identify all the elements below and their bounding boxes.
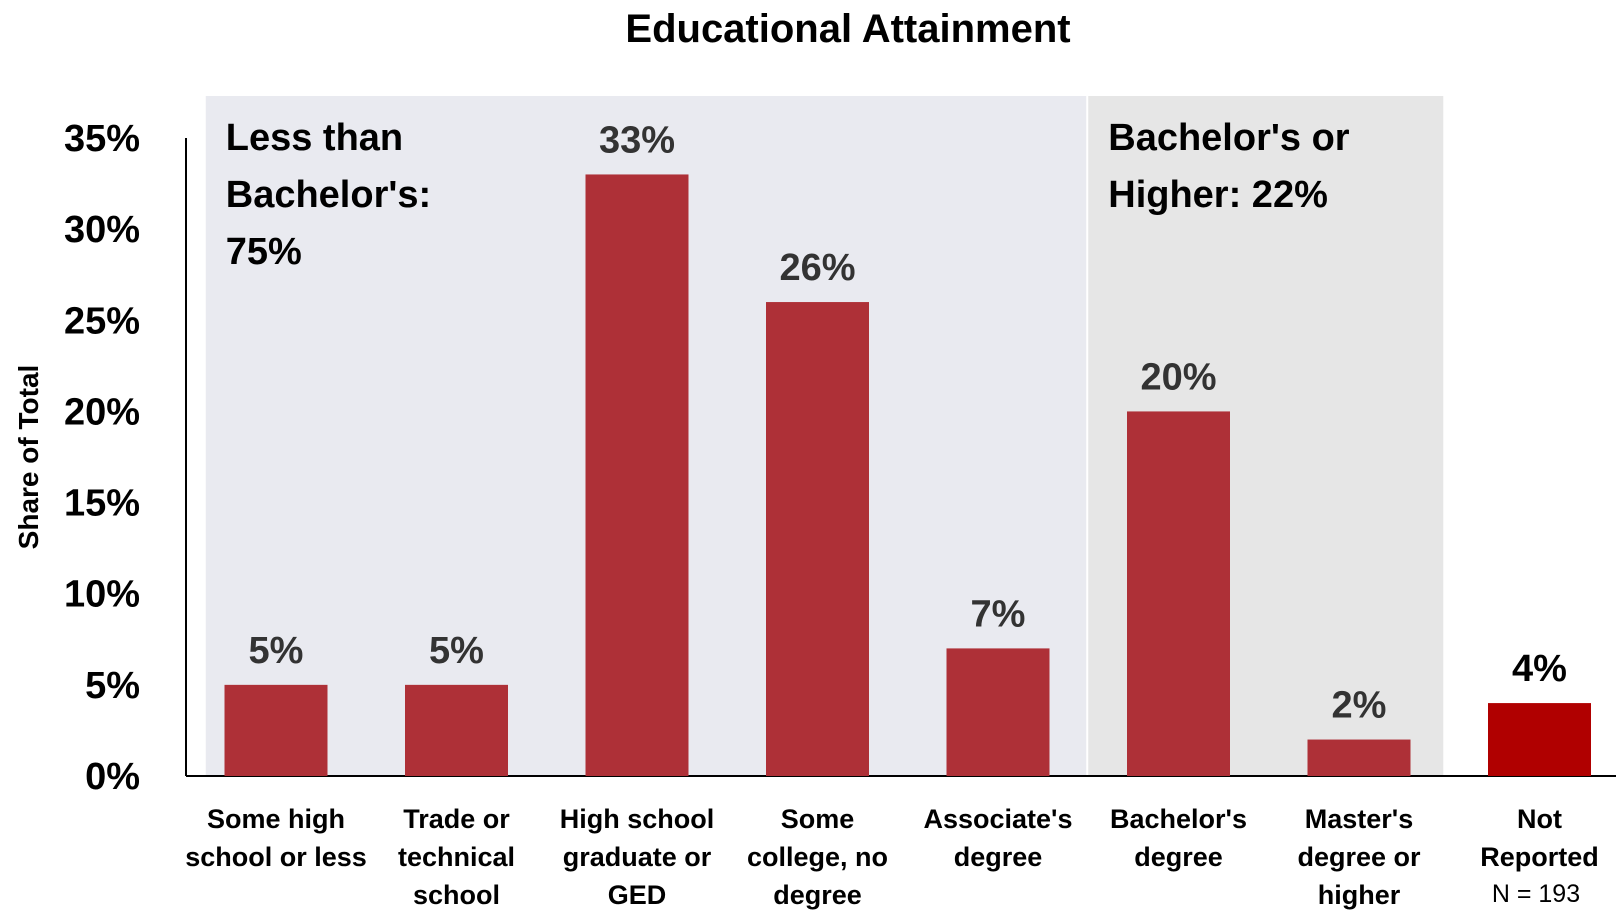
data-label: 20%: [1140, 356, 1216, 398]
x-category-label-line: Associate's: [923, 804, 1072, 834]
data-label: 2%: [1332, 685, 1387, 727]
x-category-label-line: Some high: [207, 804, 345, 834]
data-label: 5%: [429, 630, 484, 672]
x-category-label: Not Reported: [1480, 804, 1599, 872]
x-category-label-line: Reported: [1480, 842, 1599, 872]
group-label-line: Bachelor's:: [226, 174, 431, 216]
x-category-label: Some high school or less: [185, 804, 367, 872]
x-category-label-line: Master's: [1305, 804, 1413, 834]
y-axis-label: Share of Total: [13, 365, 44, 550]
x-axis-categories: Some high school or less Trade or technical…: [185, 804, 1599, 910]
bar: [1488, 703, 1591, 776]
data-label: 5%: [249, 630, 304, 672]
x-category-label-line: technical: [398, 842, 515, 872]
bars: [224, 174, 1591, 776]
x-category-label-line: High school: [560, 804, 715, 834]
bar: [766, 302, 869, 776]
y-tick-label: 0%: [85, 756, 140, 798]
y-tick-label: 35%: [64, 118, 140, 160]
y-tick-label: 20%: [64, 391, 140, 433]
x-category-label-line: degree: [1134, 842, 1223, 872]
group-label-line: Less than: [226, 117, 403, 159]
x-category-label-line: school or less: [185, 842, 367, 872]
chart-title: Educational Attainment: [625, 7, 1070, 51]
data-label: 33%: [599, 119, 675, 161]
data-labels: 5% 5% 33% 26% 7% 20% 2% 4%: [249, 119, 1567, 726]
data-label: 7%: [971, 593, 1026, 635]
group-label-line: Bachelor's or: [1108, 117, 1350, 159]
bar: [405, 684, 508, 776]
bar: [585, 174, 689, 776]
x-category-label-line: GED: [608, 880, 667, 910]
group-label-1: Less than Bachelor's: 75%: [226, 117, 431, 273]
data-label: 4%: [1512, 648, 1567, 690]
y-tick-label: 5%: [85, 665, 140, 707]
x-category-label-line: graduate or: [563, 842, 712, 872]
group-label-line: 75%: [226, 231, 302, 273]
y-tick-label: 25%: [64, 300, 140, 342]
x-category-label-line: degree: [954, 842, 1043, 872]
x-category-label: High school graduate or GED: [560, 804, 715, 910]
x-category-label-line: Trade or: [403, 804, 510, 834]
x-category-label-line: school: [413, 880, 500, 910]
y-tick-label: 30%: [64, 209, 140, 251]
bar: [1307, 739, 1411, 776]
x-category-label-line: degree or: [1297, 842, 1421, 872]
group-label-line: Higher: 22%: [1108, 174, 1328, 216]
bar: [1127, 411, 1230, 776]
x-category-label: Some college, no degree: [747, 804, 888, 910]
x-category-label: Master's degree or higher: [1297, 804, 1421, 910]
x-category-label-line: Bachelor's: [1110, 804, 1247, 834]
bar: [224, 684, 328, 776]
x-category-label-line: Not: [1517, 804, 1562, 834]
x-category-label-line: Some: [781, 804, 855, 834]
data-label: 26%: [779, 247, 855, 289]
x-category-label: Associate's degree: [923, 804, 1072, 872]
sample-size-note: N = 193: [1492, 880, 1580, 908]
y-tick-label: 15%: [64, 483, 140, 525]
group-label-2: Bachelor's or Higher: 22%: [1108, 117, 1350, 216]
x-category-label: Bachelor's degree: [1110, 804, 1247, 872]
x-category-label-line: degree: [773, 880, 862, 910]
x-category-label-line: college, no: [747, 842, 888, 872]
y-tick-label: 10%: [64, 574, 140, 616]
bar: [946, 648, 1050, 776]
x-category-label: Trade or technical school: [398, 804, 515, 910]
x-category-label-line: higher: [1318, 880, 1401, 910]
